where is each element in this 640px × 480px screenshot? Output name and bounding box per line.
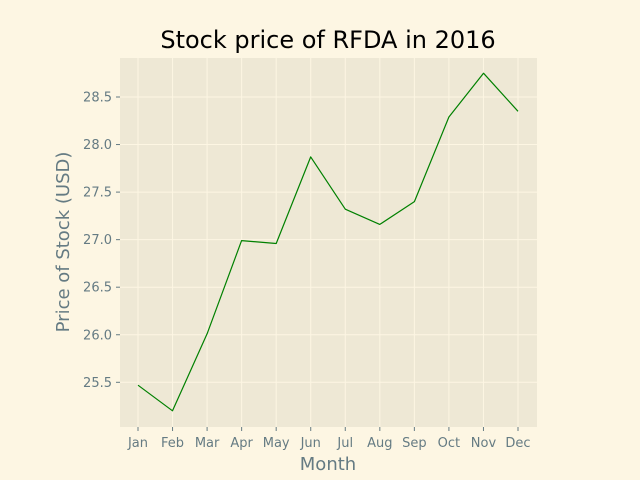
x-tick-label: Jul <box>336 436 353 451</box>
x-tick-label: Oct <box>438 436 460 451</box>
x-tick-label: Dec <box>505 436 530 451</box>
x-tick-label: Feb <box>161 436 184 451</box>
x-axis-ticks: Jan Feb Mar Apr May Jun Jul Aug Sep Oct Nov Dec <box>127 427 531 451</box>
x-tick-label: Jun <box>300 436 321 451</box>
x-tick-label: Apr <box>230 436 253 451</box>
y-axis-title: Price of Stock (USD) <box>53 152 74 333</box>
x-tick-label: Jan <box>127 436 148 451</box>
x-axis-title: Month <box>300 454 356 475</box>
y-tick-label: 26.0 <box>83 328 112 343</box>
y-tick-label: 27.0 <box>83 233 112 248</box>
chart-title: Stock price of RFDA in 2016 <box>160 26 495 54</box>
series-line <box>137 72 519 412</box>
x-tick-label: Nov <box>471 436 497 451</box>
y-tick-label: 25.5 <box>83 376 112 391</box>
plot-area <box>120 58 537 427</box>
x-tick-label: Aug <box>367 436 392 451</box>
x-tick-label: Mar <box>195 436 220 451</box>
y-tick-label: 27.5 <box>83 186 112 201</box>
x-tick-label: May <box>263 436 290 451</box>
y-axis-ticks: 25.5 26.0 26.5 27.0 27.5 28.0 28.5 <box>83 90 120 391</box>
x-tick-label: Sep <box>402 436 427 451</box>
series-lines <box>137 72 519 412</box>
y-tick-label: 28.0 <box>83 138 112 153</box>
y-tick-label: 26.5 <box>83 281 112 296</box>
grid <box>120 58 537 427</box>
y-tick-label: 28.5 <box>83 90 112 105</box>
